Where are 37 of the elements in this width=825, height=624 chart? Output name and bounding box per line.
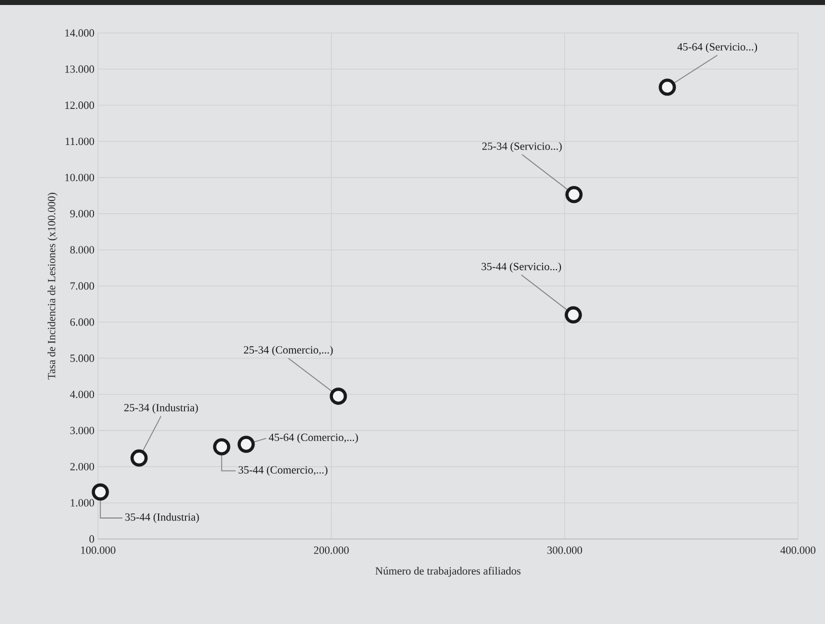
x-axis-title: Número de trabajadores afiliados [375, 566, 520, 577]
y-axis-title: Tasa de Incidencia de Lesiones (x100.000) [48, 192, 58, 380]
y-tick-label: 6.000 [70, 318, 94, 326]
annotation: 25-34 (Comercio,...) [244, 346, 333, 356]
y-tick-label: 7.000 [70, 282, 94, 290]
annotation: 25-34 (Industria) [124, 404, 198, 414]
point [330, 388, 347, 405]
x-tick-label: 100.000 [81, 546, 116, 554]
point [213, 438, 230, 456]
annotation: 45-64 (Servicio...) [677, 42, 758, 53]
y-tick-label: 9.000 [70, 210, 94, 218]
y-tick-label: 2.000 [70, 462, 94, 470]
y-tick-label: 0 [89, 535, 94, 543]
point [564, 306, 582, 324]
x-tick-label: 400.000 [780, 546, 816, 554]
y-tick-label: 12.000 [65, 102, 94, 109]
y-tick-label: 10.000 [65, 174, 94, 182]
annotation: 45-64 (Comercio,...) [268, 433, 358, 444]
y-tick-label: 13.000 [65, 65, 94, 73]
annotation: 25-34 (Servicio...) [482, 142, 562, 152]
point [92, 483, 109, 501]
y-tick-label: 11.000 [66, 138, 94, 146]
point [565, 186, 583, 204]
y-tick-label: 1.000 [70, 499, 94, 507]
annotation: 35-44 (Servicio...) [482, 262, 562, 272]
y-tick-label: 5.000 [70, 354, 94, 362]
x-tick-label: 200.000 [314, 546, 349, 554]
point [658, 78, 676, 96]
y-tick-label: 3.000 [70, 426, 94, 434]
y-tick-label: 8.000 [70, 246, 94, 254]
point [130, 449, 148, 467]
y-tick-label: 4.000 [70, 390, 94, 398]
point [238, 436, 255, 453]
annotation: 35-44 (Industria) [125, 513, 199, 523]
y-tick-label: 14.000 [65, 29, 94, 37]
annotation: 35-44 (Comercio,...) [238, 466, 328, 476]
x-tick-label: 300.000 [547, 546, 582, 554]
